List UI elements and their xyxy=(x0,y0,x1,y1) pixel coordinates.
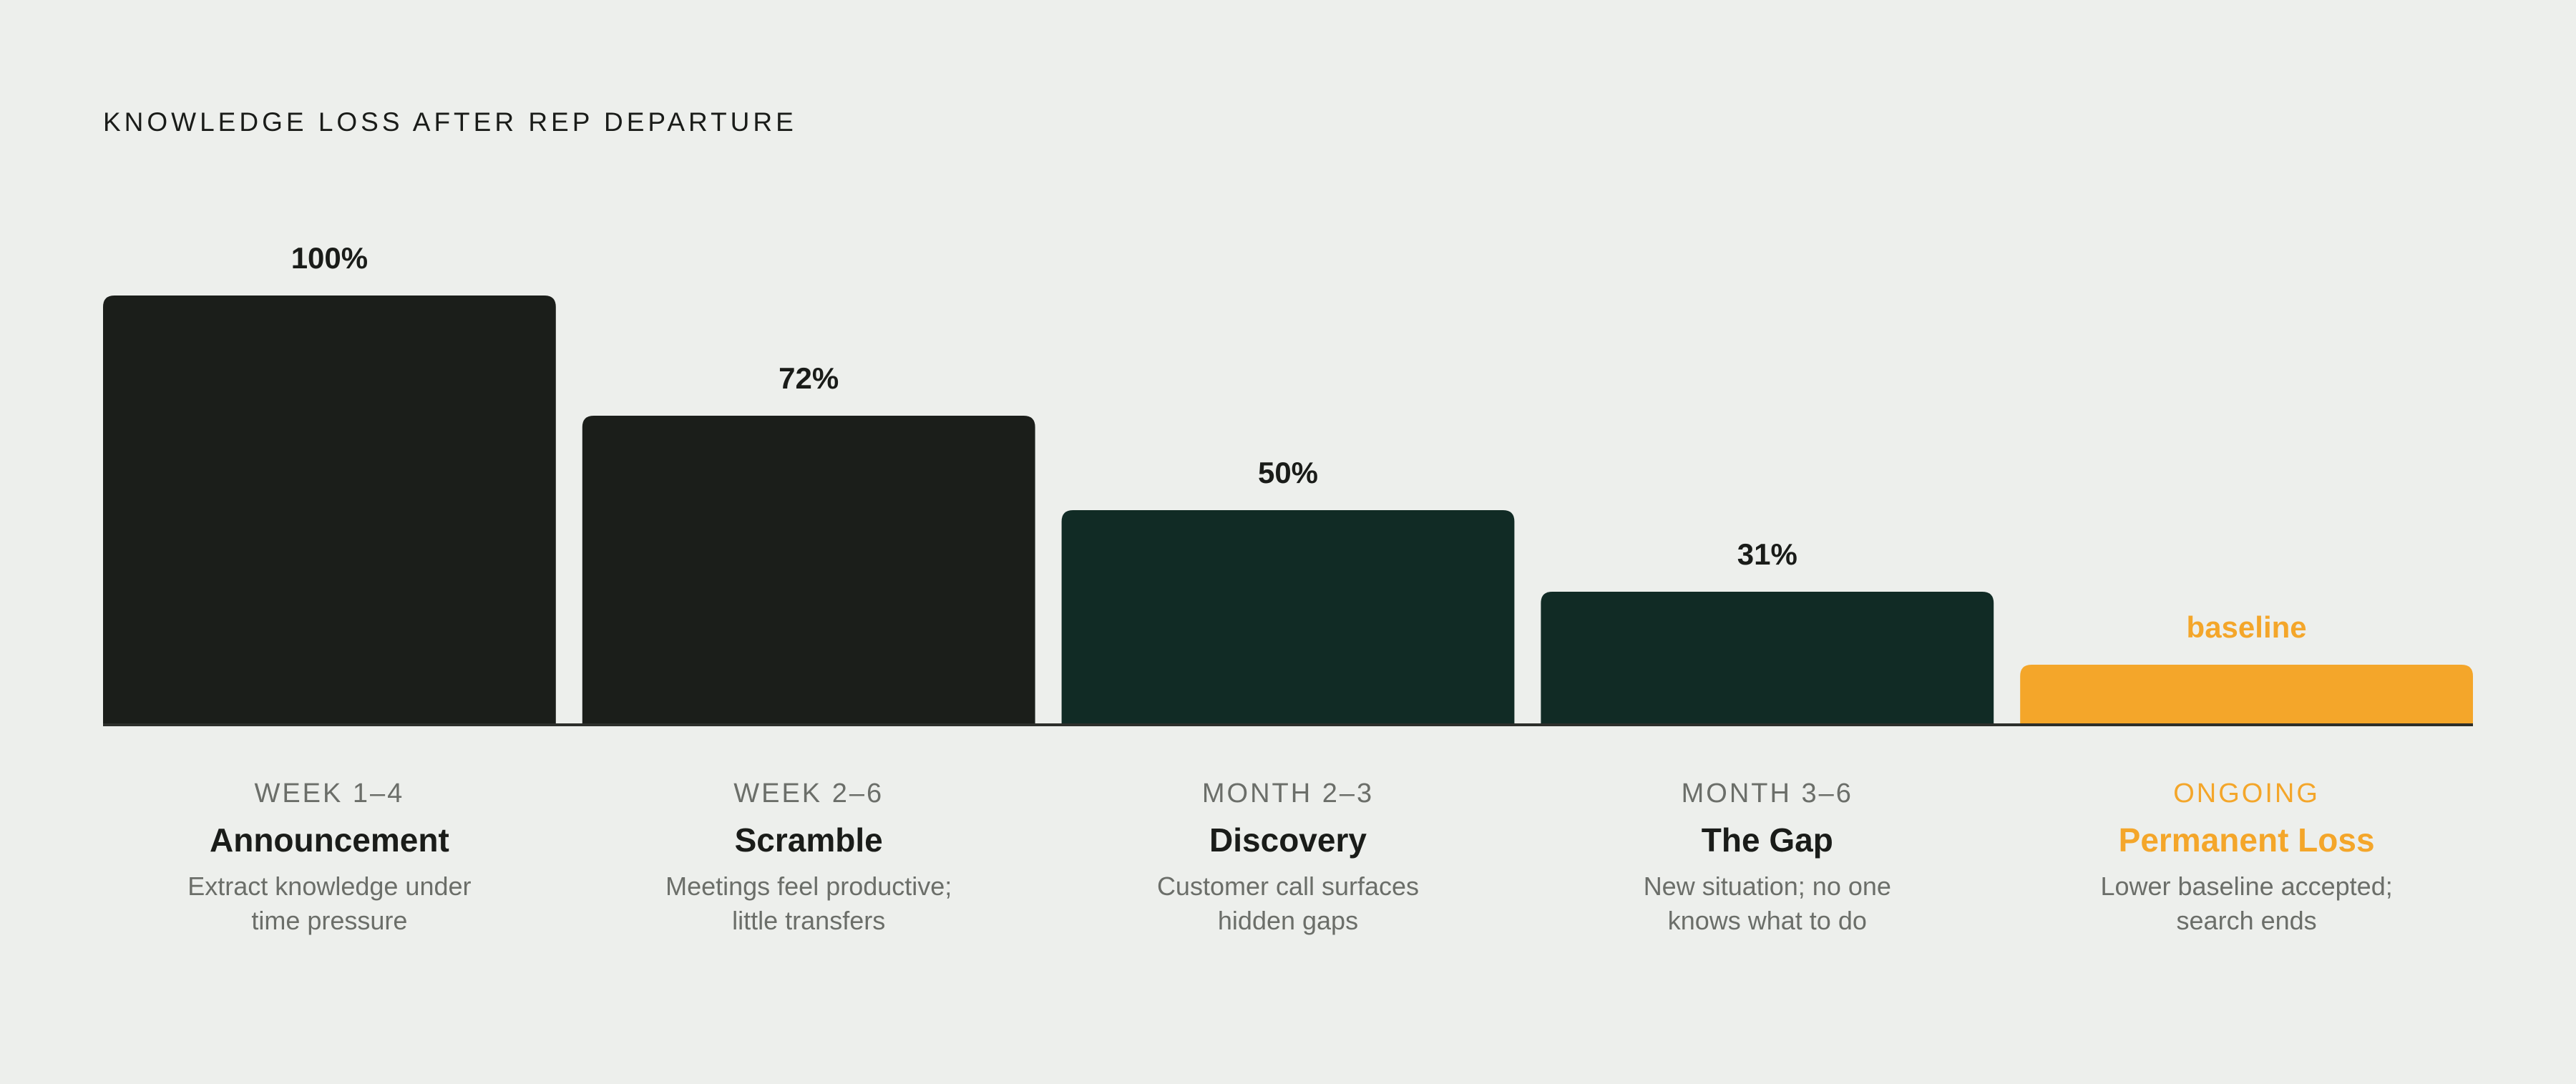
category-name: Announcement xyxy=(210,821,449,859)
bar-5 xyxy=(2020,665,2473,725)
bars-layer: 100% 72% 50% 31% baseline xyxy=(103,241,2473,725)
category-name: Permanent Loss xyxy=(2118,821,2375,859)
bar-2 xyxy=(582,416,1035,725)
bar-value-label: 50% xyxy=(1258,456,1318,489)
bar-value-label: baseline xyxy=(2187,610,2307,644)
category-1: WEEK 1–4 Announcement Extract knowledge un… xyxy=(129,778,530,938)
category-4: MONTH 3–6 The Gap New situation; no one kn… xyxy=(1567,778,1968,938)
category-description: Lower baseline accepted; search ends xyxy=(2100,871,2393,935)
category-name: The Gap xyxy=(1701,821,1833,859)
category-name: Discovery xyxy=(1209,821,1367,859)
category-description: New situation; no one knows what to do xyxy=(1643,871,1891,935)
bar-4 xyxy=(1541,592,1994,725)
category-period: MONTH 3–6 xyxy=(1681,778,1853,809)
category-period: WEEK 1–4 xyxy=(254,778,405,809)
category-2: WEEK 2–6 Scramble Meetings feel productive… xyxy=(608,778,1009,938)
bar-3 xyxy=(1061,510,1515,725)
chart-title: KNOWLEDGE LOSS AFTER REP DEPARTURE xyxy=(103,107,797,137)
category-description: Extract knowledge under time pressure xyxy=(187,871,472,935)
category-period: MONTH 2–3 xyxy=(1201,778,1375,809)
category-3: MONTH 2–3 Discovery Customer call surfaces… xyxy=(1088,778,1488,938)
bar-value-label: 72% xyxy=(779,361,839,395)
bar-value-label: 100% xyxy=(291,241,368,275)
category-period: ONGOING xyxy=(2173,778,2320,809)
category-description: Customer call surfaces hidden gaps xyxy=(1156,871,1420,935)
category-5: ONGOING Permanent Loss Lower baseline acce… xyxy=(2046,778,2447,938)
category-name: Scramble xyxy=(734,821,883,859)
bar-value-label: 31% xyxy=(1737,537,1797,571)
category-description: Meetings feel productive; little transfe… xyxy=(665,871,952,935)
bar-1 xyxy=(103,296,556,725)
category-period: WEEK 2–6 xyxy=(733,778,884,809)
